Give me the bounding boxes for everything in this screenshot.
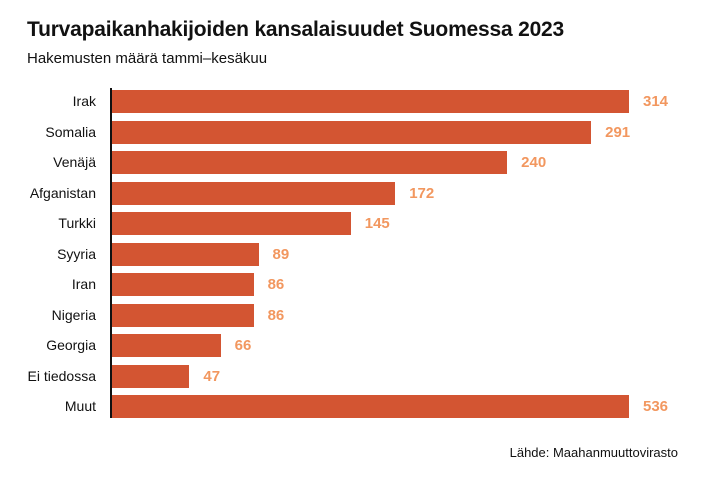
bar-row: Syyria 89 [0,242,707,266]
category-label: Nigeria [51,306,96,323]
value-label: 172 [409,184,435,202]
bar-row: Iran 86 [0,273,707,296]
value-label: 314 [643,93,669,110]
category-label: Somalia [45,123,96,140]
value-label: 145 [364,215,390,232]
category-label: Muut [64,398,96,414]
bar [112,242,259,266]
category-label: Afganistan [29,184,96,201]
source-note: Lähde: Maahanmuuttovirasto [509,445,678,460]
bar-row: Muut 536 [0,395,707,418]
bar [112,303,254,327]
category-label: Syyria [57,245,96,262]
bar [112,90,629,113]
bar-row: Ei tiedossa 47 [0,364,707,388]
value-label: 240 [521,154,547,171]
y-axis-line [110,88,112,418]
bar-row: Irak 314 [0,90,707,113]
chart-title: Turvapaikanhakijoiden kansalaisuudet Suo… [27,18,565,41]
chart-subtitle: Hakemusten määrä tammi–kesäkuu [27,50,268,67]
bar-row: Afganistan 172 [0,181,707,205]
value-label: 66 [234,337,252,354]
value-label: 86 [267,306,285,324]
bar [112,364,190,388]
bar [112,273,254,296]
bar-row: Turkki 145 [0,212,707,235]
category-label: Georgia [46,337,96,353]
bar [112,181,396,205]
value-label: 47 [203,367,221,385]
category-label: Turkki [58,215,96,231]
bar [112,395,629,418]
value-label: 536 [643,398,669,415]
category-label: Iran [71,276,96,292]
bar-row: Venäjä 240 [0,151,707,174]
category-label: Ei tiedossa [27,367,96,384]
bar [112,334,221,357]
bar-row: Somalia 291 [0,120,707,144]
value-label: 89 [272,245,290,263]
bar [112,120,592,144]
category-label: Irak [72,93,96,109]
category-label: Venäjä [53,154,96,170]
bar [112,151,508,174]
value-label: 86 [267,276,285,293]
bar-row: Georgia 66 [0,334,707,357]
value-label: 291 [605,123,631,141]
bar-row: Nigeria 86 [0,303,707,327]
bar [112,212,351,235]
